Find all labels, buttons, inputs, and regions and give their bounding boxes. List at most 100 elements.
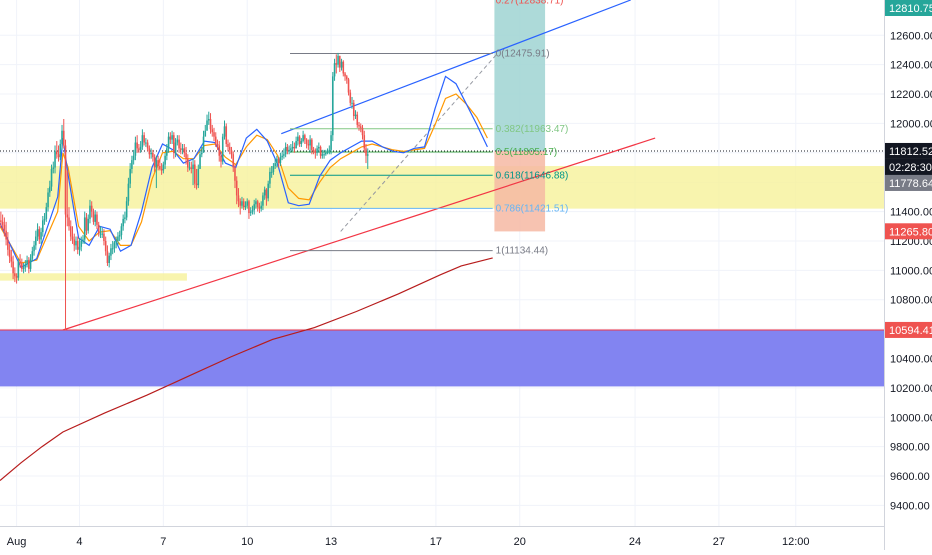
candle-body bbox=[351, 102, 353, 104]
demand-zone bbox=[0, 329, 884, 387]
candle-body bbox=[90, 205, 93, 212]
time-tick-label: 7 bbox=[160, 536, 166, 548]
candle-body bbox=[85, 217, 88, 231]
fib-retracement: 0(12475.91) 0.382(11963.47) 0.5(11805.17) 0… bbox=[290, 0, 568, 257]
price-tick-label: 12600.00 bbox=[890, 30, 932, 42]
candle-body bbox=[241, 201, 243, 206]
candle-body bbox=[131, 160, 133, 169]
candle-body bbox=[176, 139, 179, 143]
candle-body bbox=[291, 146, 294, 149]
candle-body bbox=[17, 261, 20, 278]
candle-body bbox=[190, 167, 193, 169]
candle-body bbox=[115, 240, 117, 243]
price-label-box bbox=[885, 174, 932, 191]
candle-body bbox=[153, 157, 156, 168]
price-axis-background bbox=[884, 0, 932, 550]
candle-body bbox=[195, 183, 198, 186]
candle-body bbox=[3, 224, 6, 231]
candle-body bbox=[253, 204, 255, 211]
projection-dashed-line bbox=[340, 52, 499, 232]
minor-support-zone bbox=[0, 273, 187, 281]
candle-body bbox=[174, 142, 177, 153]
candle-body bbox=[192, 164, 194, 169]
candle-body bbox=[21, 263, 23, 269]
ema-fast-line bbox=[0, 75, 488, 269]
candle-body bbox=[220, 155, 222, 162]
candle-body bbox=[338, 55, 341, 68]
candle-body bbox=[146, 142, 149, 149]
candle-body bbox=[14, 273, 16, 277]
candle-body bbox=[188, 167, 191, 169]
price-tick-label: 12200.00 bbox=[890, 89, 932, 101]
candle-body bbox=[8, 249, 11, 258]
candle-body bbox=[335, 63, 338, 65]
candle-body bbox=[332, 76, 334, 136]
fib-top-label: 0.27(12838.71) bbox=[496, 0, 564, 6]
candle-body bbox=[352, 102, 355, 117]
candle-body bbox=[68, 217, 70, 227]
candle-body bbox=[283, 154, 285, 156]
time-tick-label: 10 bbox=[241, 536, 253, 548]
candle-body bbox=[330, 135, 332, 150]
candle-body bbox=[78, 246, 81, 250]
candle-body bbox=[316, 148, 318, 153]
candle-body bbox=[286, 146, 289, 152]
time-axis[interactable]: Aug 4 7 10 13 17 20 24 27 12:00 bbox=[0, 526, 884, 549]
candle-body bbox=[269, 171, 271, 184]
candle-body bbox=[290, 148, 292, 150]
candle-body bbox=[262, 195, 264, 206]
support-zone bbox=[0, 166, 884, 209]
price-label-text: 10594.41 bbox=[889, 325, 932, 337]
candle-body bbox=[183, 148, 186, 153]
candle-body bbox=[134, 142, 137, 156]
time-tick-label: 20 bbox=[514, 536, 526, 548]
candle-body bbox=[225, 126, 228, 144]
candle-body bbox=[89, 205, 91, 219]
candle-body bbox=[48, 186, 51, 193]
candle-body bbox=[211, 129, 214, 133]
candle-body bbox=[66, 214, 69, 218]
candle-body bbox=[110, 248, 112, 256]
candle-body bbox=[117, 236, 119, 241]
candle-body bbox=[309, 139, 311, 146]
candle-body bbox=[347, 79, 350, 93]
candle-body bbox=[202, 136, 205, 153]
candle-body bbox=[235, 180, 238, 196]
candle-body bbox=[223, 126, 226, 137]
candle-body bbox=[318, 146, 320, 149]
price-tick-label: 11000.00 bbox=[890, 265, 932, 277]
candle-body bbox=[148, 148, 151, 155]
candle-body bbox=[15, 276, 18, 278]
candle-body bbox=[87, 218, 90, 231]
candle-body bbox=[263, 189, 266, 196]
candle-body bbox=[199, 154, 201, 169]
candle-body bbox=[71, 236, 74, 240]
candle-body bbox=[59, 143, 62, 158]
candle-body bbox=[0, 220, 2, 222]
candle-body bbox=[325, 152, 327, 155]
candle-body bbox=[108, 255, 110, 263]
candle-body bbox=[185, 152, 187, 159]
candle-body bbox=[361, 127, 364, 136]
candle-body bbox=[197, 168, 200, 186]
candle-body bbox=[227, 143, 229, 147]
candle-body bbox=[82, 239, 84, 241]
candle-body bbox=[319, 146, 322, 156]
candle-body bbox=[42, 220, 44, 233]
price-tick-label: 10400.00 bbox=[890, 354, 932, 366]
candle-body bbox=[152, 152, 154, 158]
price-axis[interactable]: 9400.00 9600.00 9800.00 10000.00 10200.00 104… bbox=[884, 0, 932, 550]
candle-body bbox=[213, 132, 215, 137]
candle-body bbox=[326, 151, 329, 153]
candle-body bbox=[111, 248, 114, 250]
candle-body bbox=[267, 183, 269, 199]
candle-body bbox=[160, 168, 163, 171]
candle-body bbox=[244, 205, 247, 208]
price-label-text: 11778.64 bbox=[889, 178, 932, 190]
candle-body bbox=[365, 148, 367, 156]
candle-body bbox=[169, 136, 172, 140]
candle-body bbox=[237, 195, 240, 202]
candle-body bbox=[38, 229, 41, 240]
fib-level-label: 0.618(11646.88) bbox=[496, 170, 569, 181]
candle-body bbox=[132, 155, 135, 161]
